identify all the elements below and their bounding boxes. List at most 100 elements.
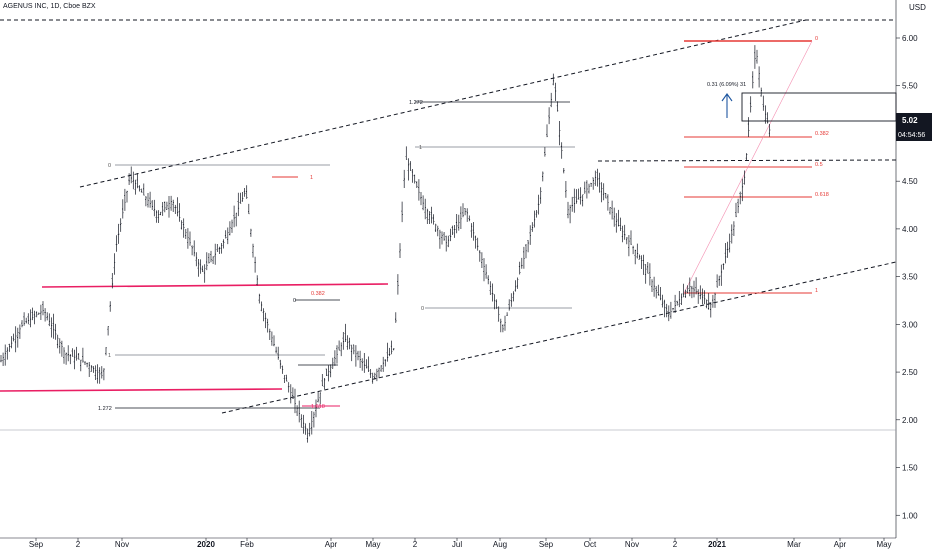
ohlc-bar (117, 223, 120, 244)
ohlc-bar (42, 301, 44, 316)
ohlc-bar (594, 170, 597, 186)
ohlc-bar (697, 289, 699, 304)
measure-rectangle[interactable] (741, 92, 897, 122)
ohlc-bar (416, 181, 418, 188)
ohlc-bar (195, 252, 198, 267)
ohlc-bar (766, 112, 769, 124)
ohlc-bar (235, 212, 237, 227)
ohlc-bar (365, 359, 368, 369)
ohlc-bar (636, 243, 639, 259)
ohlc-bar (25, 317, 27, 324)
ohlc-bar (395, 312, 397, 323)
ohlc-bar (405, 146, 408, 160)
ohlc-bar (134, 179, 137, 195)
ohlc-bar (552, 73, 555, 86)
ohlc-bar (525, 244, 527, 259)
ohlc-bar (647, 262, 649, 274)
ohlc-bar (563, 168, 565, 174)
ohlc-bar (674, 294, 676, 313)
ohlc-bar (680, 293, 683, 305)
ohlc-bar (153, 199, 156, 217)
ohlc-bar (90, 365, 93, 373)
ohlc-bar (355, 345, 357, 367)
ohlc-bar (508, 299, 510, 311)
ohlc-bar (67, 345, 69, 362)
ohlc-bar (140, 188, 143, 193)
ohlc-bar (720, 264, 723, 286)
ohlc-bar (147, 193, 149, 208)
ohlc-bar (101, 366, 103, 379)
ohlc-bar (418, 179, 420, 201)
time-tick-label: 2020 (197, 540, 215, 549)
time-axis-ticks: Sep 2 Nov 2020 Feb Apr May 2 Jul Aug Sep Oct Nov 2 202… (29, 538, 892, 549)
ohlc-bar (182, 218, 185, 238)
channel-upper-line[interactable] (79, 19, 807, 188)
ohlc-bar (392, 348, 395, 351)
ohlc-bar (638, 254, 641, 260)
time-tick-label: Aug (493, 540, 507, 549)
ohlc-bar (4, 344, 6, 366)
ohlc-bar (233, 205, 235, 228)
ohlc-bar (556, 101, 559, 112)
ohlc-bar (701, 288, 704, 305)
support-line-upper[interactable] (41, 283, 389, 288)
ohlc-bar (275, 346, 277, 354)
ohlc-bar (728, 233, 731, 253)
ohlc-bar (491, 283, 494, 302)
time-tick-label: Nov (115, 540, 129, 549)
ohlc-bar (739, 191, 741, 205)
ohlc-bar (531, 222, 534, 232)
ohlc-bar (602, 183, 605, 201)
ohlc-bar (575, 189, 578, 204)
ohlc-bars (0, 45, 771, 443)
ohlc-bar (344, 323, 347, 342)
ohlc-bar (10, 336, 13, 349)
ohlc-bar (663, 299, 666, 318)
ohlc-bar (187, 228, 189, 249)
ohlc-bar (487, 275, 489, 285)
ohlc-bar (2, 352, 4, 366)
support-line-lower[interactable] (0, 388, 283, 392)
ohlc-bar (29, 309, 32, 328)
ohlc-bar (672, 308, 674, 311)
ohlc-bar (281, 365, 284, 374)
ohlc-bar (178, 203, 181, 222)
ohlc-bar (306, 428, 309, 443)
ohlc-bar (548, 107, 550, 125)
ohlc-bar (264, 312, 267, 329)
ohlc-bar (571, 196, 573, 212)
ohlc-bar (651, 279, 653, 292)
fib-d-trendline (683, 40, 813, 294)
fib-b-0382-label: 0.382 (311, 291, 325, 297)
neckline-dashed[interactable] (597, 159, 897, 162)
ohlc-bar (527, 240, 529, 253)
time-tick-label: Sep (29, 540, 44, 549)
ohlc-bar (329, 364, 332, 378)
ohlc-bar (313, 411, 315, 428)
ohlc-bar (470, 223, 473, 238)
ohlc-bar (413, 174, 416, 184)
ohlc-bar (241, 192, 244, 202)
ohlc-bar (634, 249, 636, 265)
ohlc-bar (290, 384, 292, 404)
ohlc-bar (749, 96, 752, 113)
ohlc-bar (628, 235, 630, 257)
ohlc-bar (445, 235, 447, 252)
ohlc-bar (659, 287, 662, 301)
ohlc-bar (212, 256, 214, 264)
ohlc-bar (640, 255, 643, 269)
ohlc-bar (250, 228, 252, 237)
ohlc-bar (409, 161, 412, 171)
ohlc-bar (670, 301, 672, 319)
ohlc-bar (716, 274, 718, 288)
ohlc-bar (752, 71, 754, 89)
ohlc-bar (132, 171, 135, 190)
ohlc-bar (703, 290, 706, 305)
ohlc-bar (693, 280, 695, 298)
ohlc-bar (254, 256, 256, 273)
ohlc-bar (626, 237, 628, 245)
channel-lower-line[interactable] (221, 261, 897, 414)
ohlc-bar (283, 375, 286, 383)
ohlc-bar (695, 277, 697, 295)
